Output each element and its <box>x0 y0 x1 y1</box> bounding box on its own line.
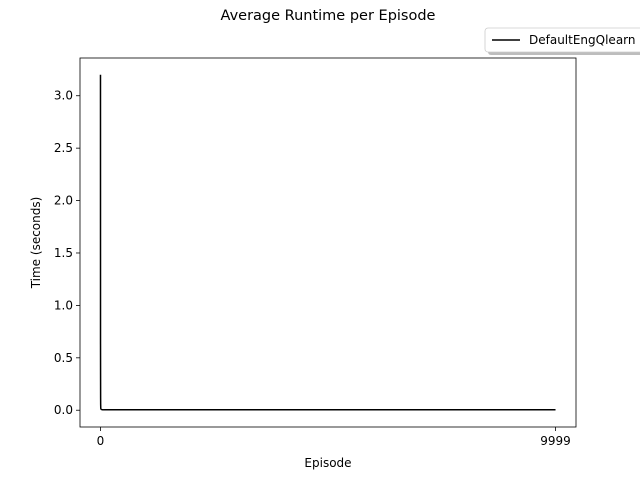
y-tick-label: 3.0 <box>54 89 73 103</box>
y-axis-label: Time (seconds) <box>29 197 43 290</box>
legend-label: DefaultEngQlearn <box>529 33 636 47</box>
x-axis: 0 9999 <box>97 427 571 448</box>
series-layer <box>99 74 556 411</box>
series-line <box>99 74 556 411</box>
legend: DefaultEngQlearn <box>484 27 640 55</box>
chart-title: Average Runtime per Episode <box>221 8 436 24</box>
y-tick-label: 0.5 <box>54 351 73 365</box>
x-tick-label: 0 <box>97 434 105 448</box>
y-tick-label: 0.0 <box>54 403 73 417</box>
plot-area <box>79 57 577 428</box>
y-tick-label: 2.0 <box>54 194 73 208</box>
x-axis-label: Episode <box>304 456 351 470</box>
y-tick-label: 1.0 <box>54 298 73 312</box>
x-tick-label: 9999 <box>540 434 571 448</box>
y-axis: 0.0 0.5 1.0 1.5 2.0 2.5 3.0 <box>54 89 80 417</box>
y-tick-label: 1.5 <box>54 246 73 260</box>
legend-box <box>484 27 640 53</box>
y-tick-label: 2.5 <box>54 141 73 155</box>
